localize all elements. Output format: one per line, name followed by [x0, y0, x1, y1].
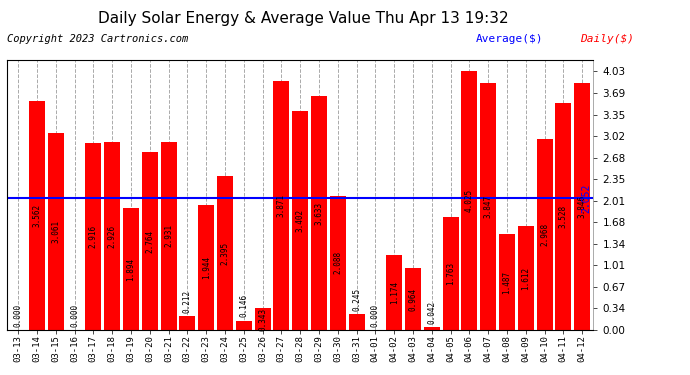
Text: 0.000: 0.000	[70, 304, 79, 327]
Bar	[179, 316, 195, 330]
Text: Daily Solar Energy & Average Value Thu Apr 13 19:32: Daily Solar Energy & Average Value Thu A…	[98, 11, 509, 26]
Text: 1.174: 1.174	[390, 281, 399, 304]
Bar	[386, 255, 402, 330]
Text: 3.528: 3.528	[559, 205, 568, 228]
Text: 2.926: 2.926	[108, 224, 117, 248]
Bar	[48, 133, 63, 330]
Bar	[29, 101, 45, 330]
Text: 0.000: 0.000	[14, 304, 23, 327]
Bar	[574, 83, 590, 330]
Text: 0.212: 0.212	[183, 290, 192, 313]
Bar	[161, 142, 177, 330]
Text: 2.764: 2.764	[146, 230, 155, 253]
Text: 3.402: 3.402	[295, 209, 305, 232]
Text: 1.612: 1.612	[521, 267, 530, 290]
Bar	[123, 208, 139, 330]
Text: 4.025: 4.025	[465, 189, 474, 212]
Text: Copyright 2023 Cartronics.com: Copyright 2023 Cartronics.com	[7, 34, 188, 44]
Text: Average($): Average($)	[476, 34, 544, 44]
Text: 3.846: 3.846	[578, 195, 586, 218]
Bar	[292, 111, 308, 330]
Bar	[236, 321, 252, 330]
Text: 2.088: 2.088	[333, 251, 342, 274]
Bar	[555, 103, 571, 330]
Bar	[86, 142, 101, 330]
Bar	[424, 327, 440, 330]
Bar	[217, 176, 233, 330]
Bar	[198, 205, 214, 330]
Text: 1.944: 1.944	[201, 256, 210, 279]
Bar	[311, 96, 327, 330]
Text: 1.763: 1.763	[446, 262, 455, 285]
Bar	[104, 142, 120, 330]
Bar	[499, 234, 515, 330]
Bar	[462, 71, 477, 330]
Text: 3.562: 3.562	[32, 204, 41, 227]
Bar	[273, 81, 289, 330]
Text: 0.000: 0.000	[371, 304, 380, 327]
Bar	[518, 226, 534, 330]
Text: 0.964: 0.964	[408, 288, 417, 310]
Bar	[255, 308, 270, 330]
Bar	[537, 139, 553, 330]
Text: 0.042: 0.042	[427, 301, 436, 324]
Text: 2.916: 2.916	[89, 225, 98, 248]
Bar	[442, 217, 459, 330]
Text: 0.146: 0.146	[239, 294, 248, 317]
Text: 1.487: 1.487	[502, 271, 511, 294]
Text: 0.245: 0.245	[352, 288, 361, 311]
Text: 2.968: 2.968	[540, 223, 549, 246]
Text: 3.633: 3.633	[315, 202, 324, 225]
Text: 2.052: 2.052	[582, 183, 591, 213]
Text: 1.894: 1.894	[126, 258, 135, 280]
Bar	[141, 152, 158, 330]
Bar	[405, 268, 421, 330]
Text: 0.343: 0.343	[258, 308, 267, 330]
Bar	[480, 83, 496, 330]
Text: 2.395: 2.395	[221, 242, 230, 265]
Text: 3.847: 3.847	[484, 195, 493, 218]
Bar	[348, 314, 364, 330]
Text: 3.871: 3.871	[277, 194, 286, 217]
Bar	[330, 196, 346, 330]
Text: 2.931: 2.931	[164, 224, 173, 248]
Text: Daily($): Daily($)	[580, 34, 633, 44]
Text: 3.061: 3.061	[51, 220, 60, 243]
